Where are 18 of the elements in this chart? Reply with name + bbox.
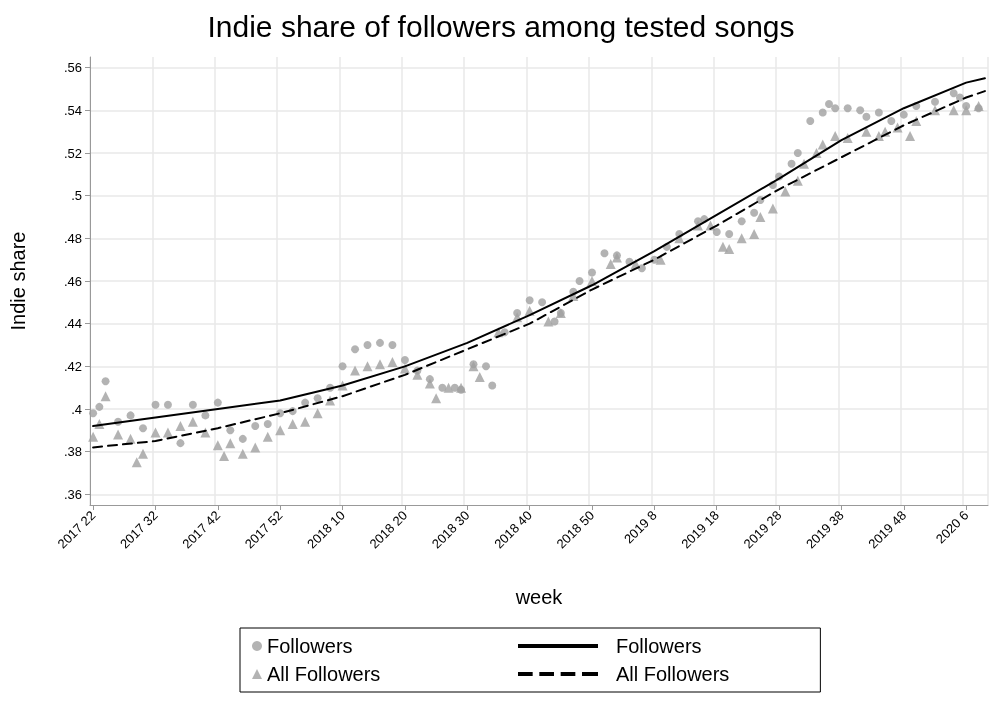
legend-label: All Followers [616,663,730,685]
y-tick-label: .38 [63,444,82,460]
y-tick-label: .4 [71,401,82,417]
y-tick-label: .44 [63,316,82,332]
chart-title: Indie share of followers among tested songs [207,9,795,43]
y-tick-label: .5 [71,188,82,204]
legend-label: All Followers [267,663,381,685]
y-tick-label: .48 [63,230,82,246]
y-tick-label: .46 [63,273,82,289]
y-axis-title: Indie share [7,231,29,331]
y-tick-label: .52 [63,145,82,161]
y-tick-label: .42 [63,358,82,374]
y-tick-label: .36 [63,486,82,502]
legend-label: Followers [267,635,353,657]
y-tick-label: .56 [63,60,82,76]
legend-label: Followers [616,635,702,657]
y-tick-label: .54 [63,102,82,118]
x-axis-title: week [514,586,564,608]
